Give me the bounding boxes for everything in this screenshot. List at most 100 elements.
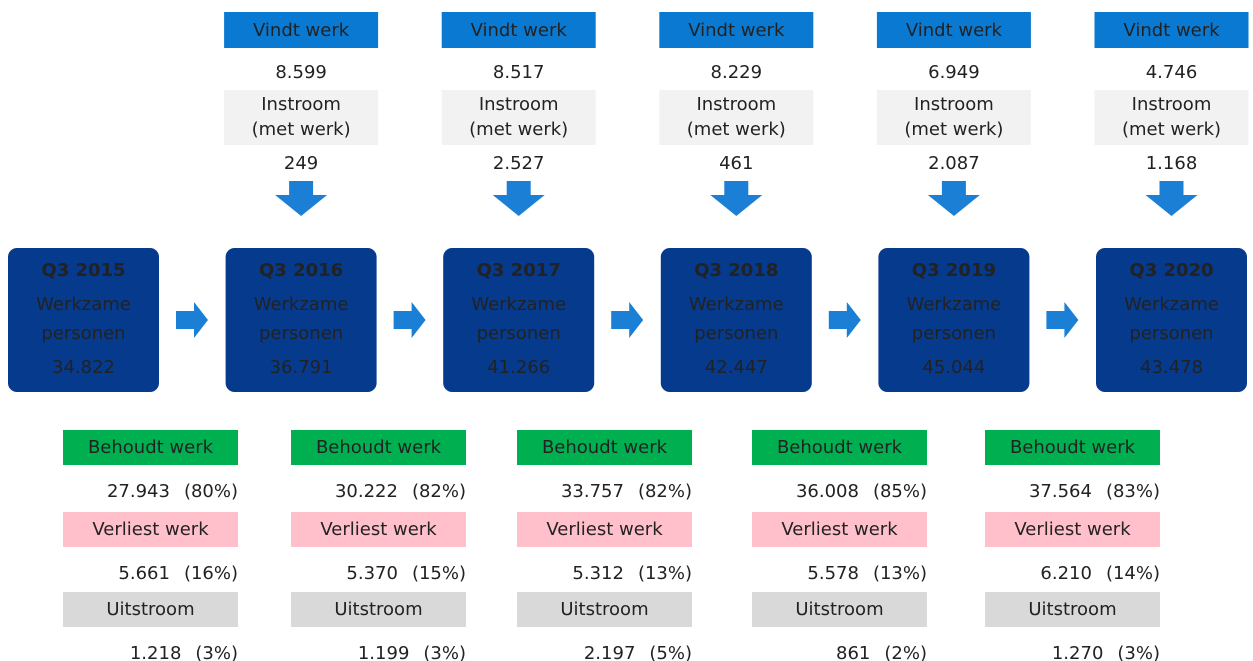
verliest-value: 5.370	[346, 563, 398, 584]
vindt-value: 8.517	[493, 62, 545, 83]
behoudt-pct: (82%)	[412, 481, 466, 502]
node-value: 34.822	[52, 357, 115, 378]
period-box	[878, 248, 1030, 392]
verliest-box	[985, 512, 1160, 547]
node-label: personen	[477, 323, 561, 344]
uitstroom-value: 861	[836, 643, 870, 661]
period-box	[443, 248, 595, 392]
vindt-value: 4.746	[1146, 62, 1198, 83]
instroom-box	[1094, 90, 1249, 145]
vindt-box	[1094, 12, 1249, 48]
period-box	[1096, 248, 1247, 392]
down-arrow	[1145, 181, 1198, 216]
behoudt-box	[985, 430, 1160, 465]
verliest-box	[752, 512, 927, 547]
instroom-label: (met werk)	[252, 119, 351, 140]
instroom-label: (met werk)	[1122, 119, 1221, 140]
verliest-figures: 6.210 (14%)	[1040, 563, 1160, 584]
node-label: Werkzame	[907, 294, 1002, 315]
uitstroom-value: 2.197	[584, 643, 636, 661]
instroom-label: Instroom	[1132, 94, 1212, 115]
uitstroom-figures: 1.270 (3%)	[1052, 643, 1160, 661]
instroom-box	[224, 90, 379, 145]
verliest-value: 5.578	[807, 563, 859, 584]
uitstroom-value: 1.270	[1052, 643, 1104, 661]
instroom-value: 249	[284, 153, 318, 174]
vindt-box	[224, 12, 379, 48]
down-arrow	[275, 181, 328, 216]
verliest-box	[291, 512, 466, 547]
period-box	[225, 248, 377, 392]
verliest-figures: 5.661 (16%)	[118, 563, 238, 584]
behoudt-value: 37.564	[1029, 481, 1092, 502]
verliest-pct: (13%)	[873, 563, 927, 584]
uitstroom-pct: (3%)	[195, 643, 238, 661]
down-arrow	[492, 181, 545, 216]
down-arrow	[710, 181, 763, 216]
node-label: Werkzame	[254, 294, 349, 315]
vindt-box	[441, 12, 596, 48]
instroom-label: Instroom	[261, 94, 341, 115]
instroom-label: (met werk)	[904, 119, 1003, 140]
verliest-value: 5.312	[572, 563, 624, 584]
node-value: 41.266	[487, 357, 550, 378]
instroom-label: Instroom	[914, 94, 994, 115]
flow-arrow	[176, 302, 208, 338]
vindt-label: Vindt werk	[1123, 20, 1220, 41]
verliest-figures: 5.312 (13%)	[572, 563, 692, 584]
uitstroom-pct: (3%)	[423, 643, 466, 661]
verliest-label: Verliest werk	[320, 519, 437, 540]
vindt-value: 6.949	[928, 62, 980, 83]
vindt-label: Vindt werk	[253, 20, 350, 41]
uitstroom-label: Uitstroom	[795, 599, 883, 620]
instroom-label: Instroom	[479, 94, 559, 115]
uitstroom-value: 1.218	[130, 643, 182, 661]
instroom-label: (met werk)	[469, 119, 568, 140]
uitstroom-box	[985, 592, 1160, 627]
behoudt-figures: 37.564 (83%)	[1029, 481, 1160, 502]
node-label: Werkzame	[689, 294, 784, 315]
uitstroom-pct: (2%)	[884, 643, 927, 661]
period: Q3 2020	[1129, 260, 1213, 281]
behoudt-pct: (85%)	[873, 481, 927, 502]
verliest-label: Verliest werk	[92, 519, 209, 540]
vindt-value: 8.229	[711, 62, 763, 83]
behoudt-value: 30.222	[335, 481, 398, 502]
behoudt-figures: 27.943 (80%)	[107, 481, 238, 502]
period: Q3 2017	[477, 260, 561, 281]
instroom-value: 1.168	[1146, 153, 1198, 174]
behoudt-label: Behoudt werk	[542, 437, 668, 458]
instroom-box	[876, 90, 1031, 145]
period-box	[660, 248, 812, 392]
behoudt-pct: (83%)	[1106, 481, 1160, 502]
vindt-label: Vindt werk	[906, 20, 1003, 41]
node-label: Werkzame	[36, 294, 131, 315]
uitstroom-figures: 1.199 (3%)	[358, 643, 466, 661]
behoudt-value: 27.943	[107, 481, 170, 502]
behoudt-label: Behoudt werk	[1010, 437, 1136, 458]
verliest-pct: (14%)	[1106, 563, 1160, 584]
instroom-value: 2.087	[928, 153, 980, 174]
vindt-value: 8.599	[275, 62, 327, 83]
instroom-box	[659, 90, 814, 145]
node-value: 36.791	[270, 357, 333, 378]
instroom-value: 461	[719, 153, 753, 174]
behoudt-figures: 33.757 (82%)	[561, 481, 692, 502]
verliest-box	[63, 512, 238, 547]
node-label: Werkzame	[471, 294, 566, 315]
uitstroom-value: 1.199	[358, 643, 410, 661]
node-value: 45.044	[922, 357, 985, 378]
uitstroom-figures: 1.218 (3%)	[130, 643, 238, 661]
behoudt-figures: 36.008 (85%)	[796, 481, 927, 502]
node-label: personen	[1129, 323, 1213, 344]
behoudt-label: Behoudt werk	[88, 437, 214, 458]
node-label: Werkzame	[1124, 294, 1219, 315]
period: Q3 2015	[41, 260, 125, 281]
uitstroom-box	[63, 592, 238, 627]
node-label: personen	[912, 323, 996, 344]
uitstroom-box	[517, 592, 692, 627]
period: Q3 2018	[694, 260, 778, 281]
flow-arrow	[611, 302, 644, 338]
uitstroom-box	[291, 592, 466, 627]
